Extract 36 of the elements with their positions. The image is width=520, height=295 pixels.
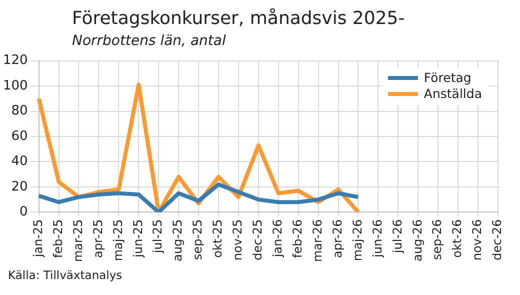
x-tick-label: nov-25: [230, 219, 245, 261]
x-tick-label: jan-26: [270, 219, 285, 258]
y-tick-label: 120: [2, 53, 28, 68]
x-tick-label: jun-26: [370, 219, 384, 258]
chart-subtitle: Norrbottens län, antal: [72, 33, 226, 49]
y-tick-label: 100: [2, 78, 28, 94]
x-tick-label: mar-26: [310, 219, 324, 262]
x-tick-label: maj-25: [110, 219, 125, 262]
y-tick-label: 80: [11, 104, 28, 119]
x-tick-label: okt-26: [450, 219, 464, 258]
x-tick-label: apr-25: [90, 219, 105, 258]
y-tick-label: 0: [20, 204, 28, 220]
x-tick-label: jun-25: [130, 219, 145, 258]
x-tick-label: aug-25: [170, 219, 185, 262]
x-tick-label: dec-25: [250, 219, 265, 260]
x-tick-label: jul-25: [150, 219, 165, 254]
y-tick-label: 40: [11, 154, 28, 170]
x-tick-label: mar-25: [70, 219, 85, 262]
y-tick-label: 20: [11, 179, 28, 194]
x-tick-label: nov-26: [470, 219, 484, 261]
legend-label: Anställda: [424, 86, 482, 102]
x-tick-label: feb-25: [50, 219, 65, 258]
legend-label: Företag: [424, 70, 472, 86]
x-tick-label: sep-26: [430, 219, 444, 260]
x-tick-label: maj-26: [350, 219, 364, 262]
x-tick-label: apr-26: [330, 219, 344, 258]
text: Källa: Tillväxtanalys: [8, 268, 122, 282]
x-tick-label: sep-25: [190, 219, 205, 260]
x-tick-label: aug-26: [410, 219, 424, 262]
x-tick-label: feb-26: [290, 219, 304, 258]
x-tick-label: jan-25: [30, 219, 45, 258]
x-tick-label: okt-25: [210, 219, 225, 258]
x-tick-label: jul-26: [390, 219, 404, 254]
y-tick-label: 60: [11, 128, 28, 144]
chart-title: Företagskonkurser, månadsvis 2025-: [72, 8, 405, 29]
x-tick-label: dec-26: [490, 219, 504, 260]
